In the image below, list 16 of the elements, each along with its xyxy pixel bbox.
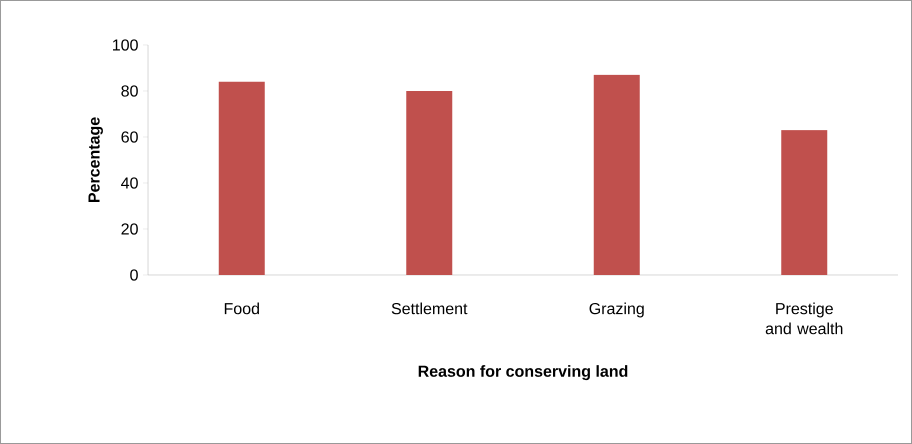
x-tick-label: Food	[224, 302, 259, 314]
y-tick-label: 60	[121, 131, 138, 143]
bar	[406, 90, 452, 275]
x-tick-label: Grazing	[590, 302, 644, 318]
y-tick-label: 100	[113, 39, 138, 51]
y-tick-label: 20	[121, 223, 138, 235]
bar	[781, 130, 828, 275]
bar	[218, 82, 265, 275]
x-tick-label: Prestige and wealth	[766, 302, 842, 334]
y-axis-title: Percentage	[88, 117, 103, 202]
x-tick-label: Settlement	[392, 302, 468, 314]
y-tick-label: 0	[130, 269, 138, 281]
x-axis-title: Reason for conserving land	[418, 365, 628, 380]
bar	[594, 74, 640, 275]
y-tick-label: 40	[121, 177, 138, 189]
y-tick-label: 80	[121, 85, 138, 97]
